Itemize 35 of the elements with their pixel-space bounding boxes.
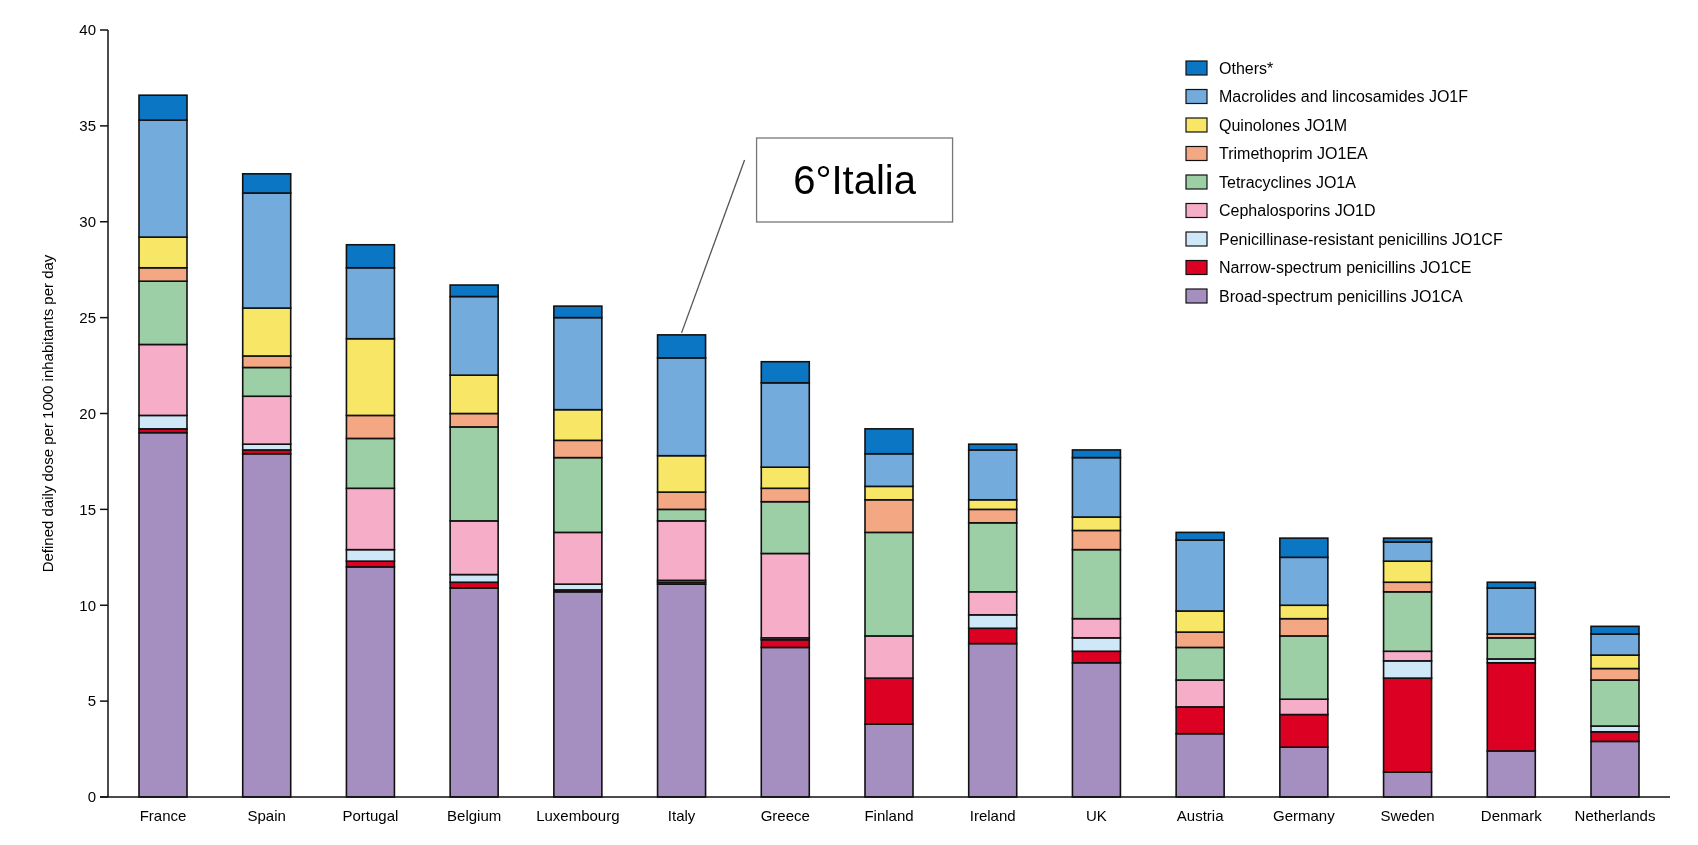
x-tick-label: Greece [760,807,810,824]
y-tick-label: 35 [79,117,96,135]
y-tick-label: 15 [79,500,96,518]
x-tick-label: Denmark [1480,807,1543,824]
legend-label: Quinolones JO1M [1219,116,1348,134]
y-tick-label: 30 [79,213,96,230]
legend-label: Penicillinase-resistant penicillins JO1CF [1219,230,1503,248]
y-axis-title: Defined daily dose per 1000 inhabitants per day [39,254,56,573]
x-tick-label: Italy [667,807,696,824]
x-tick-label: Netherlands [1574,807,1656,824]
y-tick-label: 5 [87,692,96,710]
legend-label: Macrolides and lincosamides JO1F [1219,88,1469,106]
x-tick-label: Belgium [447,807,502,824]
legend-label: Cephalosporins JO1D [1219,202,1376,220]
y-tick-label: 20 [79,404,96,422]
y-tick-label: 25 [79,308,96,326]
legend-label: Others* [1219,59,1274,77]
legend-label: Broad-spectrum penicillins JO1CA [1219,287,1463,305]
x-tick-label: Luxembourg [536,807,620,824]
annotation: 6°Italia [793,158,917,202]
x-tick-label: Austria [1176,807,1225,824]
y-tick-label: 40 [79,21,96,39]
x-tick-label: Finland [864,807,914,824]
x-tick-label: Germany [1273,807,1336,824]
x-tick-label: Portugal [342,807,399,824]
legend-label: Narrow-spectrum penicillins JO1CE [1219,259,1472,277]
x-tick-label: Ireland [969,807,1016,824]
legend-label: Tetracyclines JO1A [1219,173,1357,191]
x-tick-label: Sweden [1380,807,1435,824]
y-tick-label: 0 [87,788,96,806]
x-tick-label: Spain [247,807,286,824]
y-tick-label: 10 [79,596,96,614]
x-tick-label: UK [1086,807,1107,824]
x-tick-label: France [139,807,187,824]
legend-label: Trimethoprim JO1EA [1219,145,1369,163]
